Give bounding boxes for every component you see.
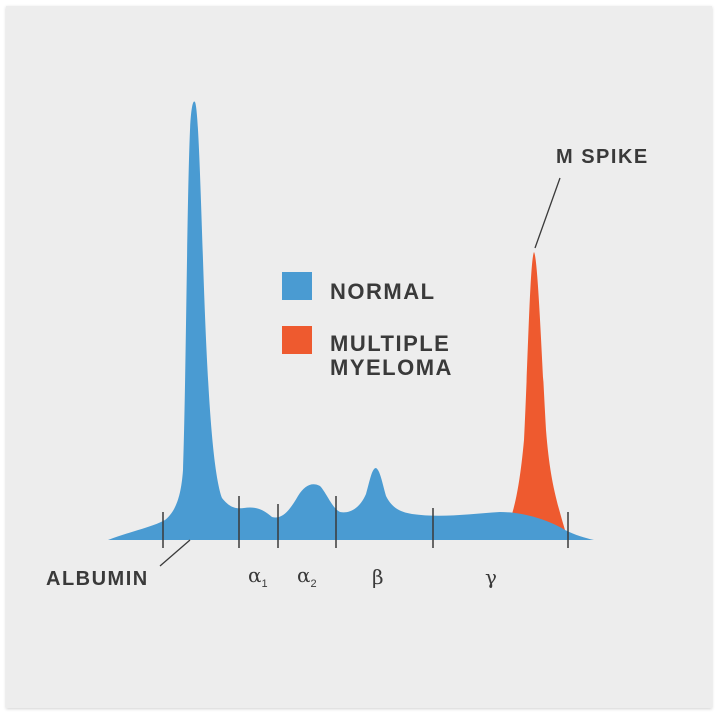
legend-swatch-normal bbox=[282, 272, 312, 300]
m-spike-annotation: M SPIKE bbox=[534, 146, 649, 249]
gamma-label: γ bbox=[485, 565, 497, 589]
albumin-leader-line bbox=[159, 539, 191, 567]
legend: NORMAL MULTIPLE MYELOMA bbox=[282, 272, 453, 380]
fraction-dividers bbox=[162, 496, 569, 548]
alpha2-label: α2 bbox=[297, 563, 317, 590]
fraction-labels: α1 α2 β γ bbox=[248, 563, 497, 590]
m-spike-label: M SPIKE bbox=[556, 146, 649, 168]
normal-curve bbox=[108, 101, 594, 540]
legend-swatch-myeloma bbox=[282, 326, 312, 354]
alpha2-symbol: α bbox=[297, 563, 311, 587]
beta-label: β bbox=[372, 565, 384, 589]
m-spike-peak bbox=[500, 252, 568, 540]
alpha1-subscript: 1 bbox=[262, 578, 268, 590]
alpha2-subscript: 2 bbox=[311, 578, 317, 590]
figure-card bbox=[6, 6, 712, 708]
legend-label-myeloma-line2: MYELOMA bbox=[330, 355, 453, 380]
legend-label-normal: NORMAL bbox=[330, 279, 436, 304]
legend-label-myeloma-line1: MULTIPLE bbox=[330, 331, 450, 356]
albumin-annotation: ALBUMIN bbox=[46, 539, 191, 590]
m-spike-leader-line bbox=[534, 177, 561, 249]
alpha1-symbol: α bbox=[248, 563, 262, 587]
alpha1-label: α1 bbox=[248, 563, 268, 590]
albumin-label: ALBUMIN bbox=[46, 568, 149, 590]
